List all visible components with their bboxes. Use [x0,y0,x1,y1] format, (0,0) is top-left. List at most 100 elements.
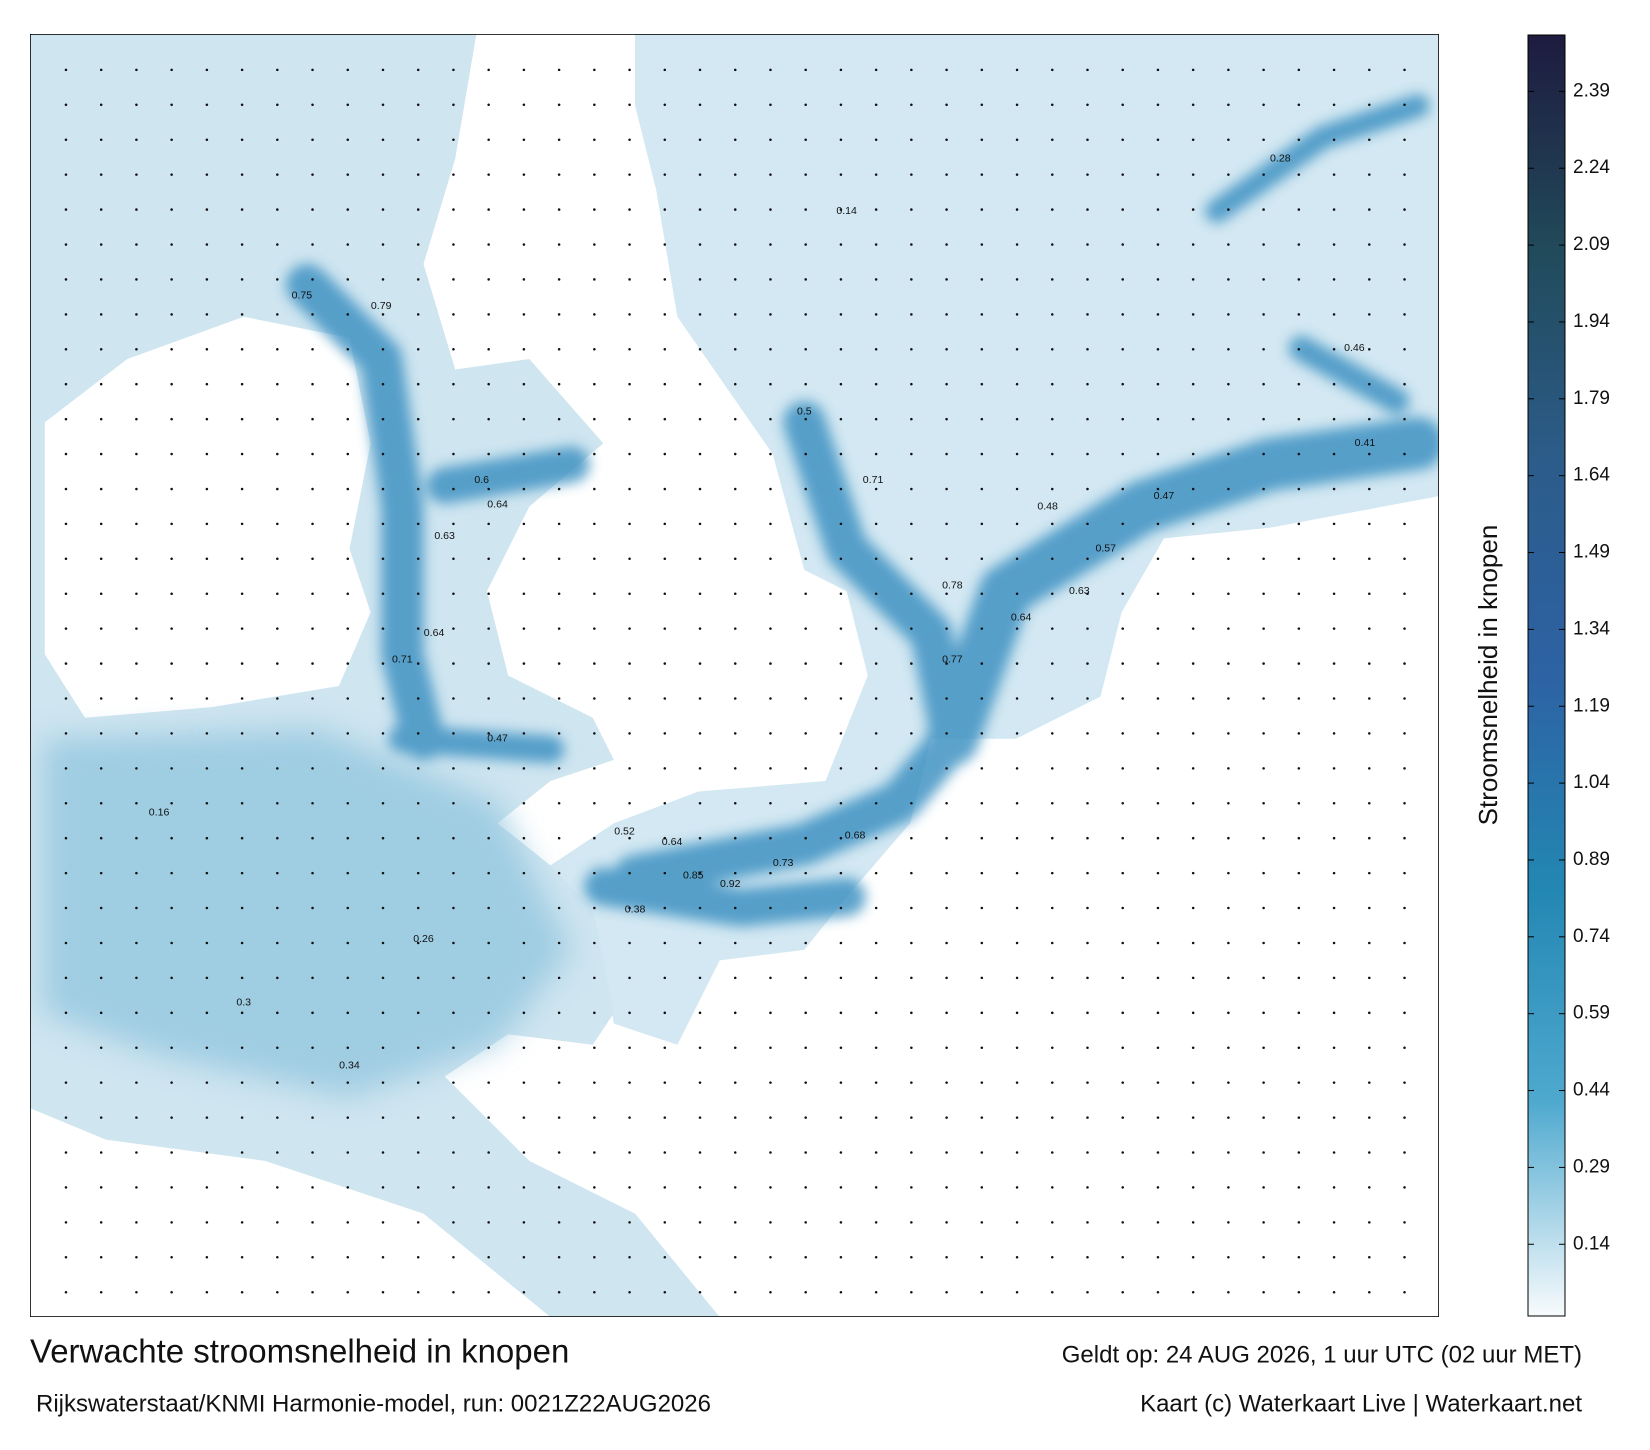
grid-dot [452,173,455,176]
grid-dot [628,836,631,840]
grid-dot [1368,417,1371,421]
grid-dot [698,522,702,526]
grid-dot [135,278,138,281]
grid-dot [1191,208,1195,211]
grid-dot [99,1011,103,1015]
grid-dot [593,836,596,840]
grid-dot [135,871,138,875]
grid-dot [240,278,244,281]
grid-dot [135,627,138,630]
grid-dot [205,313,209,316]
grid-dot [487,906,490,910]
grid-dot [311,452,314,456]
grid-dot [276,1186,279,1189]
grid-dot [663,1081,667,1084]
grid-dot [240,1046,244,1050]
colorbar-tick-label: 1.49 [1573,542,1610,563]
grid-dot [1050,627,1054,630]
grid-dot [452,627,455,630]
grid-dot [522,1256,526,1259]
current-label: 0.73 [773,857,794,869]
grid-dot [1403,103,1406,107]
grid-dot [1403,68,1406,72]
grid-dot [487,103,490,107]
colorbar-tick-label: 2.09 [1573,234,1610,255]
grid-dot [557,487,561,491]
grid-dot [64,557,68,561]
grid-dot [945,662,948,665]
current-labels: 0.85 0.92 0.73 0.68 0.64 0.52 0.38 0.77 0.64 0.63… [149,152,1376,1071]
grid-dot [663,697,667,700]
grid-dot [1227,417,1230,421]
grid-dot [1156,871,1160,875]
grid-dot [135,417,138,421]
grid-dot [1403,732,1406,735]
grid-dot [1297,802,1301,805]
grid-dot [804,208,807,211]
grid-dot [1368,627,1371,630]
grid-dot [698,592,702,595]
grid-dot [874,697,878,700]
grid-dot [240,1256,244,1259]
grid-dot [1156,1116,1160,1119]
grid-dot [557,1186,561,1189]
grid-dot [1403,767,1406,770]
grid-dot [381,1221,385,1224]
grid-dot [381,697,385,700]
grid-dot [557,347,561,351]
grid-dot [910,662,913,665]
grid-dot [381,68,385,72]
grid-dot [945,243,948,246]
grid-dot [1050,487,1054,491]
grid-dot [1086,627,1089,630]
grid-dot [1297,976,1301,980]
grid-dot [1227,697,1230,700]
colorbar-tick-label: 0.29 [1573,1156,1610,1177]
grid-dot [1086,732,1089,735]
grid-dot [99,1186,103,1189]
grid-dot [839,173,843,176]
grid-dot [980,522,984,526]
grid-dot [557,138,561,141]
grid-dot [381,627,385,630]
grid-dot [1227,487,1230,491]
grid-dot [452,313,455,316]
grid-dot [1332,208,1336,211]
grid-dot [240,382,244,386]
grid-dot [170,138,173,141]
grid-dot [593,906,596,910]
grid-dot [1403,487,1406,491]
grid-dot [276,1011,279,1015]
grid-dot [1262,68,1265,72]
grid-dot [698,452,702,456]
grid-dot [945,1116,948,1119]
grid-dot [416,487,420,491]
grid-dot [1227,313,1230,316]
grid-dot [487,1011,490,1015]
grid-dot [416,1046,420,1050]
grid-dot [769,557,772,561]
grid-dot [628,382,631,386]
grid-dot [311,557,314,561]
grid-dot [593,1221,596,1224]
grid-dot [1156,1046,1160,1050]
grid-dot [135,662,138,665]
grid-dot [733,662,737,665]
grid-dot [64,732,68,735]
grid-dot [381,138,385,141]
grid-dot [1050,138,1054,141]
grid-dot [64,1011,68,1015]
grid-dot [170,767,173,770]
grid-dot [522,906,526,910]
grid-dot [910,68,913,72]
grid-dot [1332,1011,1336,1015]
grid-dot [910,1186,913,1189]
grid-dot [1297,1116,1301,1119]
grid-dot [240,941,244,945]
grid-dot [1368,697,1371,700]
grid-dot [698,173,702,176]
grid-dot [1121,1151,1124,1154]
grid-dot [1368,1151,1371,1154]
grid-dot [240,976,244,980]
grid-dot [1121,1081,1124,1084]
